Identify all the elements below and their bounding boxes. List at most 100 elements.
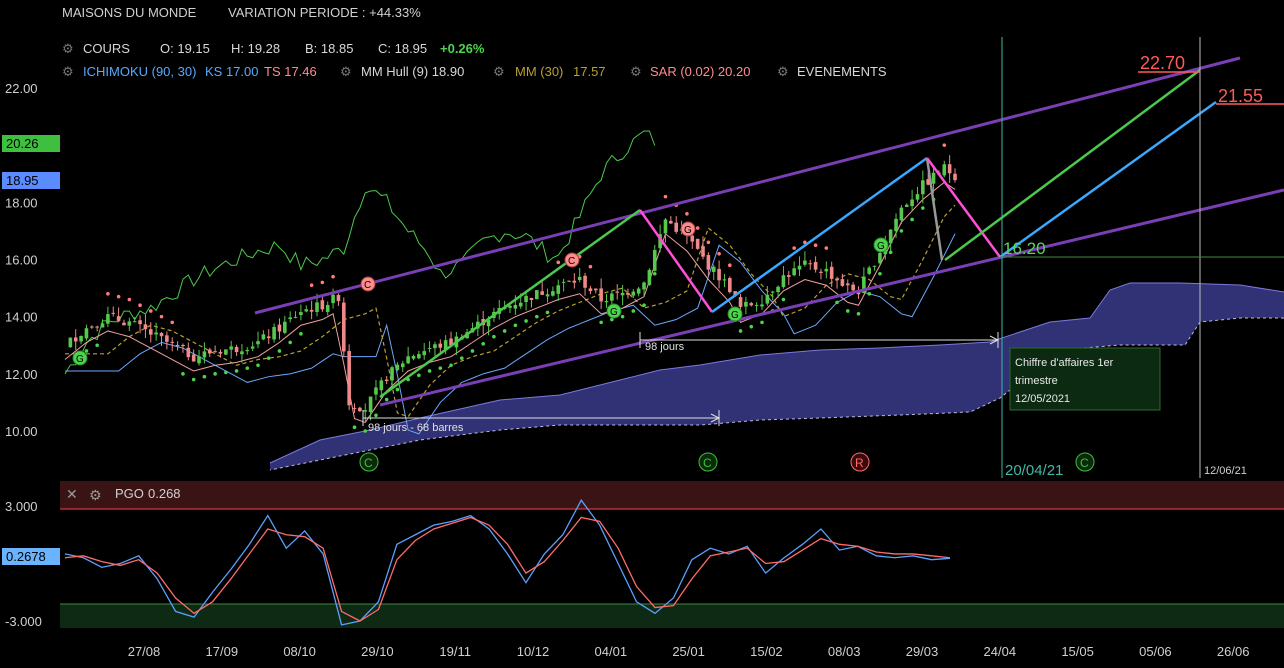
candle-body	[266, 336, 271, 339]
event-marker-r[interactable]: R	[850, 452, 870, 472]
candle-body	[728, 278, 732, 293]
gear-icon[interactable]: ⚙	[340, 64, 352, 79]
gear-icon[interactable]: ⚙	[630, 64, 642, 79]
sar-dot	[545, 310, 550, 315]
svg-text:G: G	[731, 310, 739, 321]
candle-body	[535, 290, 539, 300]
legend-open: O: 19.15	[160, 41, 210, 56]
candle-body	[175, 344, 180, 346]
sar-dot	[792, 246, 796, 250]
candle-body	[631, 291, 636, 296]
signal-marker-g[interactable]: G	[680, 221, 696, 237]
sar-dot	[234, 369, 239, 373]
wave-up-2[interactable]	[711, 156, 928, 314]
drawings[interactable]: G C C G G G G	[72, 56, 1284, 407]
x-tick-label: 15/02	[750, 644, 783, 659]
projection-blue[interactable]	[999, 100, 1217, 259]
candle-body	[73, 337, 78, 342]
pgo-y-tick: -3.000	[5, 614, 42, 629]
event-box-line2: trimestre	[1015, 375, 1058, 387]
candle-body	[186, 347, 191, 358]
legend-events[interactable]: EVENEMENTS	[797, 64, 887, 79]
candle-body	[760, 304, 764, 307]
y-tick-label: 10.00	[5, 424, 38, 439]
signal-marker-c[interactable]: C	[360, 276, 376, 292]
legend-high: H: 19.28	[231, 41, 280, 56]
x-tick-label: 08/03	[828, 644, 861, 659]
candle-body	[240, 351, 244, 355]
event-marker-c[interactable]: C	[359, 452, 379, 472]
candle-body	[486, 320, 491, 327]
event-box[interactable]	[1009, 347, 1161, 411]
signal-marker-g[interactable]: G	[606, 303, 622, 319]
signal-marker-g[interactable]: G	[873, 237, 889, 253]
gear-icon[interactable]: ⚙	[493, 64, 505, 79]
channel-lower[interactable]	[379, 188, 1284, 407]
signal-marker-c[interactable]: C	[564, 252, 580, 268]
legend-sar[interactable]: SAR (0.02) 20.20	[650, 64, 750, 79]
signal-marker-g[interactable]: G	[72, 350, 88, 366]
wave-down-2[interactable]	[925, 157, 944, 261]
sar-dot	[95, 343, 99, 348]
candle-body	[427, 347, 432, 349]
legend-change: +0.26%	[440, 41, 485, 56]
legend-mm-label[interactable]: MM (30)	[515, 64, 563, 79]
cloud-top-line	[269, 282, 1284, 464]
candle-body	[299, 312, 303, 316]
legend-ichimoku[interactable]: ICHIMOKU (90, 30)	[83, 64, 196, 79]
gear-icon[interactable]: ⚙	[62, 41, 74, 56]
candle-body	[79, 335, 83, 342]
pgo-lower-zone	[60, 604, 1284, 628]
candle-body	[540, 291, 544, 295]
channel-upper[interactable]	[254, 56, 1241, 315]
pgo-current-tag: 0.2678	[6, 549, 46, 564]
signal-marker-g[interactable]: G	[727, 306, 743, 322]
x-tick-label: 25/01	[672, 644, 705, 659]
event-marker-c[interactable]: C	[698, 452, 718, 472]
gear-icon[interactable]: ⚙	[62, 64, 74, 79]
candle-body	[111, 312, 116, 314]
candle-body	[513, 304, 518, 309]
sar-dot	[492, 334, 496, 339]
sar-dot	[803, 240, 807, 245]
wave-down-2-projection[interactable]	[925, 157, 1002, 258]
candle-body	[776, 286, 780, 293]
gear-icon[interactable]: ⚙	[89, 487, 102, 503]
candle-body	[851, 284, 855, 291]
projection-green[interactable]	[944, 68, 1201, 262]
sar-dot	[245, 366, 250, 370]
wave-down-1[interactable]	[638, 209, 714, 313]
candle-body	[315, 302, 319, 312]
candle-body	[910, 199, 914, 207]
candle-body	[862, 276, 866, 293]
sar-dot	[599, 320, 603, 325]
candle-body	[213, 351, 217, 353]
sar-dot	[513, 323, 518, 328]
candle-body	[894, 218, 898, 232]
candle-body	[234, 346, 239, 353]
candle-body	[347, 350, 351, 406]
candle-body	[90, 326, 94, 328]
candle-body	[245, 349, 250, 352]
sar-dot	[170, 320, 175, 325]
svg-text:C: C	[1080, 456, 1089, 470]
candle-body	[395, 364, 400, 370]
event-marker-c[interactable]: C	[1075, 452, 1095, 472]
sar-dot	[395, 387, 400, 392]
event-markers[interactable]: C C R C	[359, 452, 1095, 472]
wave-up-1[interactable]	[379, 208, 641, 399]
sar-dot	[620, 314, 625, 319]
span-1[interactable]	[639, 332, 1000, 348]
gear-icon[interactable]: ⚙	[777, 64, 789, 79]
candle-body	[604, 301, 609, 303]
span-2[interactable]	[362, 410, 721, 426]
legend-hull[interactable]: MM Hull (9) 18.90	[361, 64, 464, 79]
y-tick-label: 14.00	[5, 310, 38, 325]
close-icon[interactable]: ✕	[66, 486, 78, 502]
candle-body	[642, 282, 646, 290]
cloud-bottom-line	[269, 317, 1284, 471]
sar-dot	[856, 312, 861, 316]
candle-body	[148, 329, 153, 335]
legend-cours[interactable]: COURS	[83, 41, 130, 56]
